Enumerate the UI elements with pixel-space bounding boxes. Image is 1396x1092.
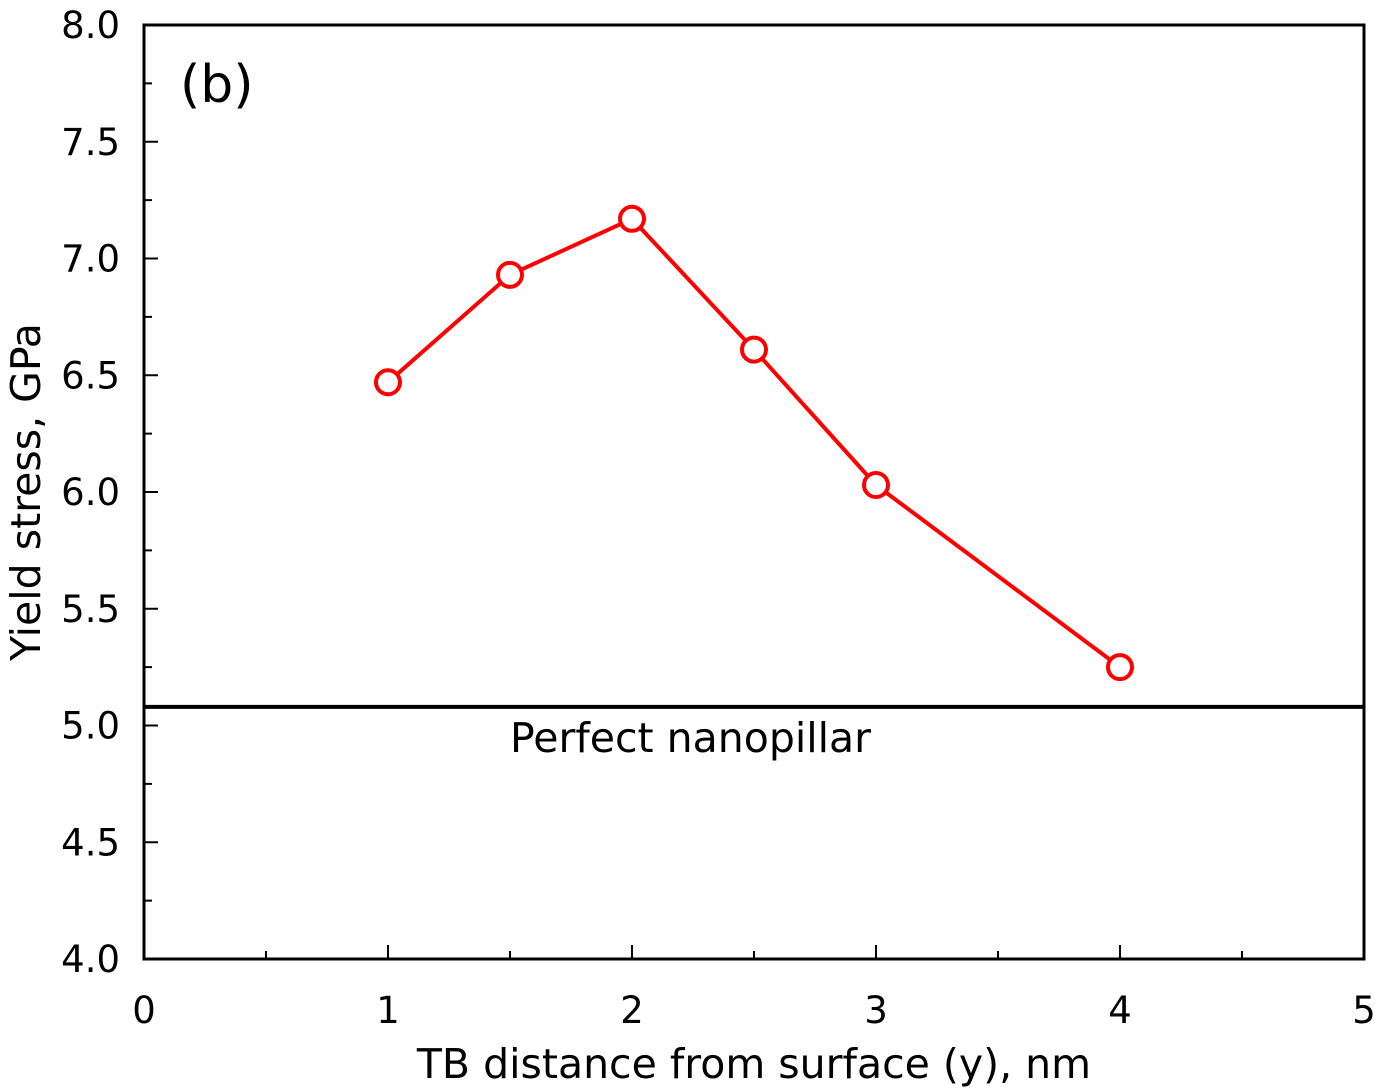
y-tick-label: 8.0: [61, 4, 120, 47]
plot-frame: [142, 23, 1366, 961]
y-tick-label: 7.0: [61, 238, 120, 281]
x-tick-label: 3: [864, 989, 888, 1032]
x-tick-label: 1: [376, 989, 400, 1032]
data-point: [496, 260, 524, 289]
x-tick-label: 2: [620, 989, 644, 1032]
series-line: [386, 216, 1122, 669]
y-tick-label: 7.5: [61, 121, 120, 164]
y-tick-label: 4.0: [61, 938, 120, 981]
x-tick-label: 5: [1352, 989, 1376, 1032]
data-point: [740, 335, 768, 364]
axis-ticks: [143, 24, 1365, 960]
x-tick-labels: 0 1 2 3 4 5: [132, 989, 1376, 1032]
data-point: [374, 368, 402, 397]
x-tick-label: 4: [1108, 989, 1132, 1032]
y-axis-title: Yield stress, GPa: [2, 323, 50, 662]
data-point: [862, 470, 890, 499]
series-group: [374, 204, 1134, 682]
x-axis-title: TB distance from surface (y), nm: [416, 1040, 1091, 1088]
y-tick-labels: 4.0 4.5 5.0 5.5 6.0 6.5 7.0 7.5 8.0: [61, 4, 120, 981]
data-point: [1106, 653, 1134, 682]
y-tick-label: 6.5: [61, 354, 120, 397]
data-point: [618, 204, 646, 233]
y-tick-label: 6.0: [61, 471, 120, 514]
y-tick-label: 5.0: [61, 705, 120, 748]
panel-label: (b): [180, 55, 254, 115]
y-tick-label: 4.5: [61, 821, 120, 864]
x-tick-label: 0: [132, 989, 156, 1032]
perfect-nanopillar-label: Perfect nanopillar: [510, 714, 871, 762]
y-tick-label: 5.5: [61, 588, 120, 631]
